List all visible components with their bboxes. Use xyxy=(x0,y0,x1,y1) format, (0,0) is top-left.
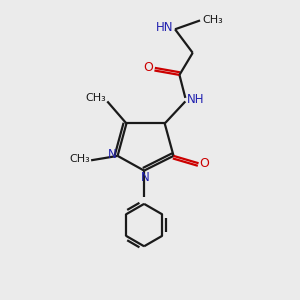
Text: CH₃: CH₃ xyxy=(69,154,90,164)
Text: CH₃: CH₃ xyxy=(85,94,106,103)
Text: NH: NH xyxy=(187,93,204,106)
Text: CH₃: CH₃ xyxy=(202,15,223,25)
Text: O: O xyxy=(143,61,153,74)
Text: N: N xyxy=(141,171,150,184)
Text: O: O xyxy=(199,157,209,170)
Text: HN: HN xyxy=(156,21,173,34)
Text: N: N xyxy=(108,148,117,161)
